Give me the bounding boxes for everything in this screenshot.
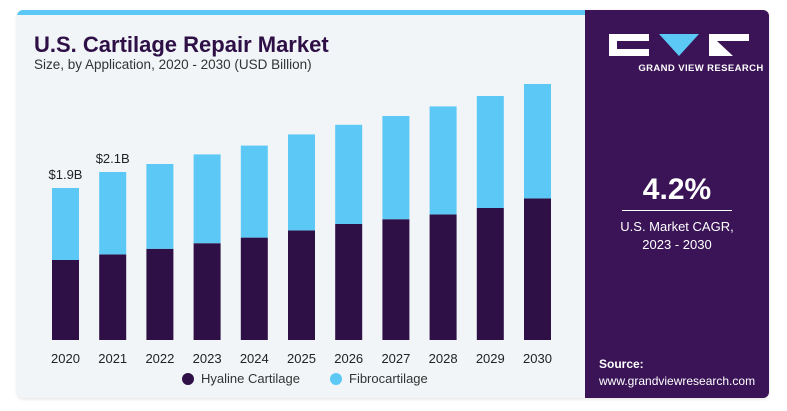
bar-hyaline-2024 [240, 237, 268, 340]
bar-hyaline-2030 [524, 198, 551, 340]
legend: Hyaline Cartilage Fibrocartilage [182, 371, 428, 386]
bar-fibro-2020 [52, 188, 79, 260]
x-tick-label: 2024 [240, 351, 269, 366]
bar-fibro-2029 [476, 96, 504, 208]
x-tick-label: 2020 [51, 351, 80, 366]
legend-label-fibro: Fibrocartilage [349, 371, 428, 386]
brand-logo: GRAND VIEW RESEARCH [609, 32, 763, 74]
bar-hyaline-2025 [288, 230, 315, 340]
bar-hyaline-2023 [193, 243, 221, 340]
data-label: $2.1B [96, 151, 130, 166]
bar-chart: 2020 $1.9B 2021 $2.1B 2022 2023 2024 2025 2026 20… [49, 84, 552, 366]
chart-title: U.S. Cartilage Repair Market [34, 32, 329, 57]
bar-fibro-2022 [146, 164, 174, 249]
legend-item-fibro: Fibrocartilage [330, 371, 428, 386]
legend-label-hyaline: Hyaline Cartilage [201, 371, 300, 386]
x-tick-label: 2028 [429, 351, 458, 366]
bar-hyaline-2020 [52, 260, 79, 340]
source-label: Source: [599, 357, 644, 371]
cagr-label-line2: 2023 - 2030 [642, 237, 712, 252]
cagr-label: U.S. Market CAGR, 2023 - 2030 [585, 218, 769, 254]
bar-hyaline-2028 [429, 214, 457, 340]
side-panel: GRAND VIEW RESEARCH 4.2% U.S. Market CAG… [585, 10, 769, 398]
bar-hyaline-2029 [476, 208, 504, 340]
x-tick-label: 2026 [334, 351, 363, 366]
bar-fibro-2023 [193, 154, 221, 244]
cagr-divider [622, 210, 732, 211]
x-tick-label: 2025 [287, 351, 316, 366]
x-tick-label: 2027 [381, 351, 410, 366]
chart-card: U.S. Cartilage Repair Market Size, by Ap… [17, 10, 769, 398]
x-tick-label: 2029 [476, 351, 505, 366]
bar-hyaline-2026 [335, 224, 363, 340]
bar-hyaline-2021 [99, 254, 127, 340]
chart-subtitle: Size, by Application, 2020 - 2030 (USD B… [34, 57, 312, 72]
bar-fibro-2021 [99, 172, 127, 255]
bar-fibro-2024 [240, 145, 268, 238]
legend-item-hyaline: Hyaline Cartilage [182, 371, 300, 386]
bar-hyaline-2027 [382, 219, 410, 340]
legend-swatch-fibro [330, 372, 342, 385]
source-url[interactable]: www.grandviewresearch.com [599, 374, 756, 388]
logo-icon [609, 34, 749, 56]
accent-bar [17, 10, 585, 15]
bar-fibro-2025 [288, 134, 315, 231]
brand-name: GRAND VIEW RESEARCH [638, 63, 764, 74]
cagr-value: 4.2% [642, 173, 712, 206]
bar-fibro-2030 [524, 84, 551, 199]
x-tick-label: 2021 [98, 351, 127, 366]
legend-swatch-hyaline [182, 372, 194, 385]
bar-fibro-2028 [429, 106, 457, 215]
x-tick-label: 2023 [193, 351, 222, 366]
data-label: $1.9B [49, 167, 83, 182]
bar-hyaline-2022 [146, 248, 174, 340]
x-tick-label: 2030 [523, 351, 552, 366]
bar-fibro-2027 [382, 116, 410, 220]
cagr-label-line1: U.S. Market CAGR, [620, 219, 734, 234]
bar-fibro-2026 [335, 124, 363, 224]
x-tick-label: 2022 [145, 351, 174, 366]
